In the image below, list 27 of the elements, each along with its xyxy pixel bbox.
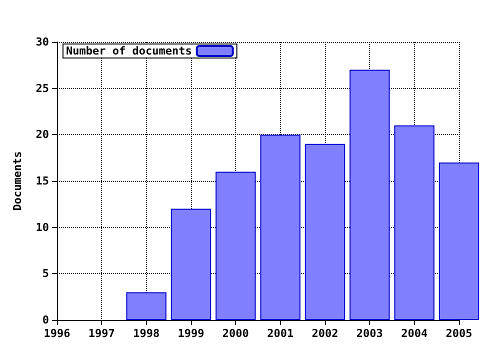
x-tick-label: 2004 xyxy=(401,327,428,340)
x-tick-label: 2002 xyxy=(312,327,338,340)
bar xyxy=(350,70,390,320)
x-tick-label: 2000 xyxy=(222,327,249,340)
bar xyxy=(216,172,256,320)
bar xyxy=(170,208,212,320)
y-tick-label: 0 xyxy=(42,314,49,326)
y-tick-label: 20 xyxy=(36,128,49,142)
x-tick-label: 1996 xyxy=(44,327,71,340)
bar xyxy=(126,292,166,320)
y-tick-label: 10 xyxy=(36,220,49,234)
x-tick-label: 2005 xyxy=(446,327,472,340)
y-axis-title: Documents xyxy=(11,151,24,211)
y-tick-label: 15 xyxy=(36,174,49,188)
bar xyxy=(304,144,346,320)
x-tick-label: 1998 xyxy=(133,327,160,340)
bar xyxy=(260,134,300,320)
y-tick-label: 30 xyxy=(36,36,49,48)
bar xyxy=(438,162,480,320)
x-tick-label: 1997 xyxy=(88,327,115,340)
bar xyxy=(394,125,434,320)
legend-label: Number of documents xyxy=(66,44,192,58)
y-tick-label: 5 xyxy=(42,267,49,280)
x-tick-label: 2003 xyxy=(356,327,383,340)
y-tick-label: 25 xyxy=(36,82,49,95)
x-tick-label: 1999 xyxy=(178,327,204,340)
x-tick-label: 2001 xyxy=(267,327,294,340)
